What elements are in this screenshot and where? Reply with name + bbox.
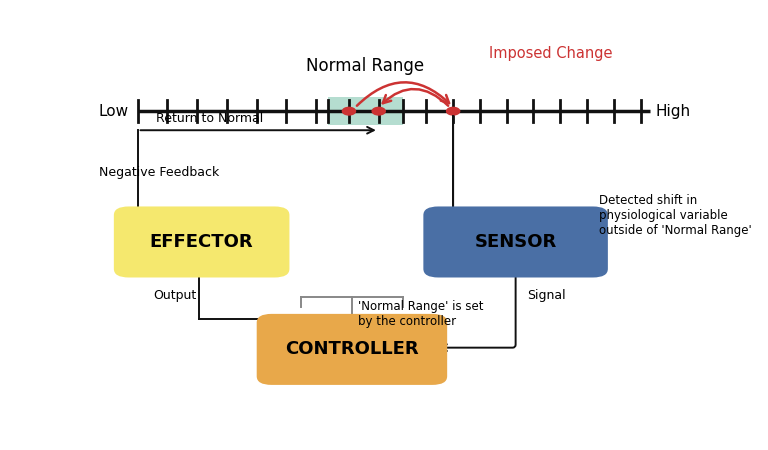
FancyBboxPatch shape [423,207,607,278]
Text: Signal: Signal [528,289,566,302]
Text: Low: Low [98,104,129,119]
Bar [328,97,402,125]
Text: Imposed Change: Imposed Change [488,46,612,61]
Text: High: High [656,104,690,119]
FancyBboxPatch shape [257,314,447,385]
Circle shape [343,108,356,115]
Text: 'Normal Range' is set
by the controller: 'Normal Range' is set by the controller [358,300,483,328]
Circle shape [446,108,460,115]
FancyBboxPatch shape [114,207,290,278]
Text: Output: Output [154,289,197,302]
Text: Detected shift in
physiological variable
outside of 'Normal Range': Detected shift in physiological variable… [599,194,752,237]
Text: CONTROLLER: CONTROLLER [285,340,419,358]
Text: Negative Feedback: Negative Feedback [99,166,219,179]
Circle shape [372,108,386,115]
Text: EFFECTOR: EFFECTOR [150,233,253,251]
Text: Normal Range: Normal Range [306,57,425,75]
Text: Return to Normal: Return to Normal [155,112,263,125]
Text: SENSOR: SENSOR [475,233,557,251]
